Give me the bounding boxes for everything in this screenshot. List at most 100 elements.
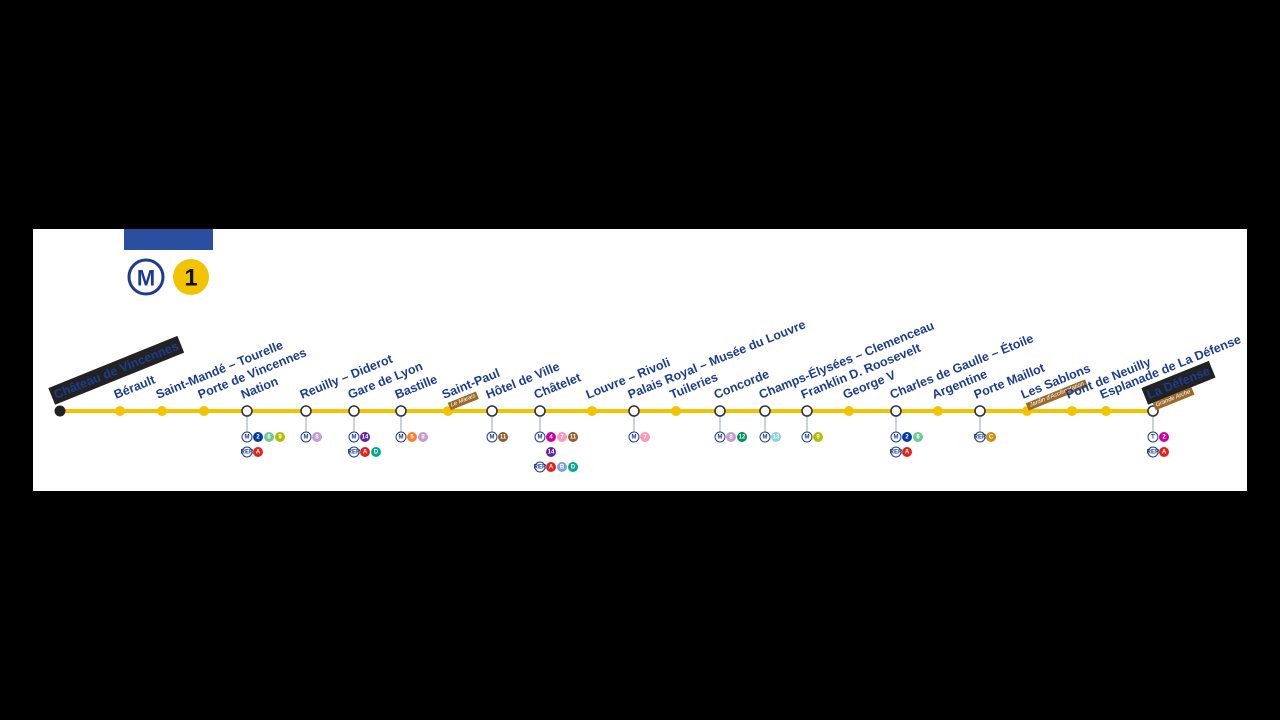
icon-circle bbox=[360, 447, 370, 457]
station-dot bbox=[199, 406, 209, 416]
icon-circle bbox=[348, 431, 360, 443]
connection-icon: D bbox=[568, 462, 578, 472]
map-panel bbox=[33, 229, 1247, 491]
icon-label: 2 bbox=[256, 435, 260, 441]
connection-icon: RER bbox=[534, 461, 547, 473]
connection-icon: A bbox=[1159, 447, 1169, 457]
icon-label: 6 bbox=[916, 435, 920, 441]
icon-circle bbox=[253, 447, 263, 457]
icon-label: 7 bbox=[560, 435, 564, 441]
connection-icon: A bbox=[360, 447, 370, 457]
icon-label: 14 bbox=[548, 450, 555, 456]
interchange-dot bbox=[890, 405, 902, 417]
interchange-dot bbox=[534, 405, 546, 417]
icon-label: RER bbox=[534, 465, 547, 471]
icon-label: A bbox=[363, 450, 368, 456]
icon-circle bbox=[371, 447, 381, 457]
icon-label: M bbox=[490, 435, 495, 441]
sub-label-box bbox=[1152, 387, 1195, 411]
icon-label: 2 bbox=[1162, 435, 1166, 441]
icon-label: 7 bbox=[643, 435, 647, 441]
icon-label: 2 bbox=[905, 435, 909, 441]
icon-circle bbox=[913, 432, 923, 442]
icon-circle bbox=[1147, 446, 1159, 458]
interchange-dot bbox=[395, 405, 407, 417]
icon-circle bbox=[813, 432, 823, 442]
terminus-box bbox=[1141, 360, 1216, 405]
connection-icon: 2 bbox=[902, 432, 912, 442]
connection-icon: M bbox=[534, 431, 546, 443]
icon-circle bbox=[801, 431, 813, 443]
connection-icon: RER bbox=[1147, 446, 1160, 458]
icon-circle bbox=[546, 432, 556, 442]
connection-icon: 9 bbox=[813, 432, 823, 442]
icon-label: M bbox=[718, 435, 723, 441]
connection-icon: 12 bbox=[737, 432, 747, 442]
icon-label: 8 bbox=[315, 435, 319, 441]
interchange-dot bbox=[801, 405, 813, 417]
icon-circle bbox=[300, 431, 312, 443]
icon-label: A bbox=[549, 465, 554, 471]
icon-label: 9 bbox=[278, 435, 282, 441]
icon-circle bbox=[534, 431, 546, 443]
connection-icon: 6 bbox=[264, 432, 274, 442]
icon-circle bbox=[498, 432, 508, 442]
connection-icon: M bbox=[714, 431, 726, 443]
connection-icon: 7 bbox=[640, 432, 650, 442]
connection-icon: 14 bbox=[546, 447, 556, 457]
icon-circle bbox=[486, 431, 498, 443]
connection-icon: 14 bbox=[360, 432, 370, 442]
interchange-dot bbox=[628, 405, 640, 417]
icon-circle bbox=[726, 432, 736, 442]
connection-icon: M bbox=[300, 431, 312, 443]
connection-icon: 5 bbox=[407, 432, 417, 442]
connection-icon: 13 bbox=[771, 432, 781, 442]
icon-label: D bbox=[374, 450, 379, 456]
icon-circle bbox=[546, 447, 556, 457]
connection-icon: 7 bbox=[557, 432, 567, 442]
icon-label: 9 bbox=[816, 435, 820, 441]
icon-circle bbox=[546, 462, 556, 472]
icon-label: 8 bbox=[421, 435, 425, 441]
icon-label: M bbox=[538, 435, 543, 441]
connection-icon: M bbox=[628, 431, 640, 443]
icon-label: M bbox=[399, 435, 404, 441]
connection-icon: RER bbox=[241, 446, 254, 458]
icon-label: 11 bbox=[500, 435, 507, 441]
icon-label: RER bbox=[241, 450, 254, 456]
icon-circle bbox=[890, 446, 902, 458]
icon-circle bbox=[902, 447, 912, 457]
connection-icon: M bbox=[395, 431, 407, 443]
icon-circle bbox=[241, 431, 253, 443]
connection-icon: M bbox=[486, 431, 498, 443]
connection-icon: C bbox=[986, 432, 996, 442]
icon-label: M bbox=[304, 435, 309, 441]
station-dot bbox=[157, 406, 167, 416]
icon-circle bbox=[568, 462, 578, 472]
icon-circle bbox=[312, 432, 322, 442]
interchange-dot bbox=[486, 405, 498, 417]
icon-circle bbox=[771, 432, 781, 442]
station-dot bbox=[1101, 406, 1111, 416]
station-dot bbox=[844, 406, 854, 416]
icon-label: 14 bbox=[362, 435, 369, 441]
icon-label: RER bbox=[974, 435, 987, 441]
icon-circle bbox=[986, 432, 996, 442]
icon-label: A bbox=[256, 450, 261, 456]
sub-label-box bbox=[1025, 379, 1088, 411]
interchange-dot bbox=[241, 405, 253, 417]
icon-circle bbox=[1159, 432, 1169, 442]
icon-circle bbox=[1147, 431, 1159, 443]
interchange-dot bbox=[348, 405, 360, 417]
icon-circle bbox=[759, 431, 771, 443]
icon-label: M bbox=[894, 435, 899, 441]
interchange-dot bbox=[300, 405, 312, 417]
icon-circle bbox=[714, 431, 726, 443]
connection-icon: M bbox=[890, 431, 902, 443]
icon-circle bbox=[241, 446, 253, 458]
icon-label: M bbox=[632, 435, 637, 441]
icon-circle bbox=[568, 432, 578, 442]
station-dot bbox=[1067, 406, 1077, 416]
interchange-dot bbox=[714, 405, 726, 417]
